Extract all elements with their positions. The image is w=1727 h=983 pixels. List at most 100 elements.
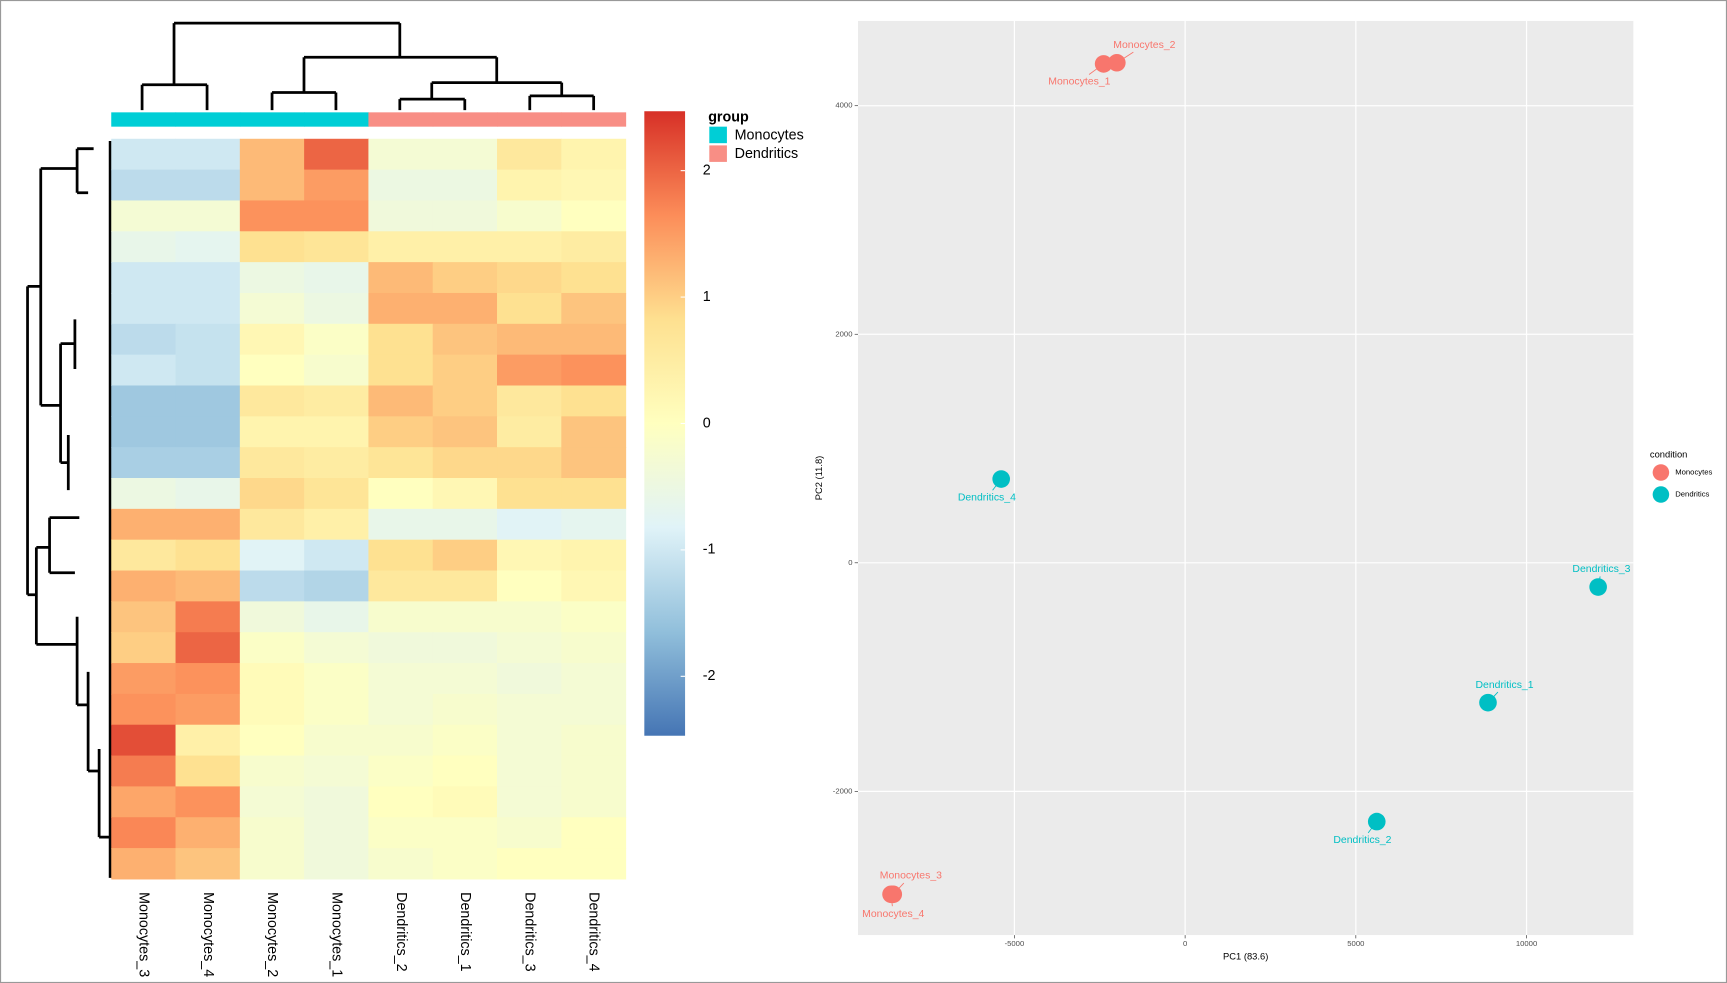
point-label: Monocytes_3 — [880, 870, 942, 881]
heatmap-cell — [561, 601, 627, 633]
heatmap-cell — [304, 138, 369, 171]
point-label: Dendritics_3 — [1572, 564, 1630, 575]
heatmap-cell — [561, 539, 627, 572]
heatmap-cell — [111, 447, 177, 479]
heatmap-cell — [497, 354, 562, 387]
heatmap-cell — [175, 817, 241, 849]
heatmap-cell — [304, 663, 369, 695]
group-legend-swatch — [709, 126, 727, 144]
group-annotation-cell — [497, 112, 562, 127]
heatmap-cell — [432, 570, 498, 602]
heatmap-cell — [432, 200, 498, 232]
heatmap-cell — [561, 354, 627, 387]
heatmap-cell — [368, 447, 434, 479]
point-label: Dendritics_4 — [958, 493, 1016, 504]
heatmap-cell — [304, 632, 369, 664]
column-label: Dendritics_4 — [586, 892, 602, 972]
heatmap-cell — [368, 262, 434, 294]
heatmap-cell — [432, 323, 498, 356]
heatmap-cell — [111, 848, 177, 880]
heatmap-cell — [304, 817, 369, 849]
point-label: Monocytes_4 — [862, 909, 924, 920]
heatmap-cell — [304, 570, 369, 602]
heatmap-cell — [368, 601, 434, 633]
heatmap-cell — [432, 447, 498, 479]
y-tick-label: -2000 — [833, 786, 853, 795]
heatmap-cell — [304, 447, 369, 479]
heatmap-cell — [175, 292, 241, 325]
legend-swatch — [1652, 464, 1670, 481]
heatmap-cell — [561, 200, 627, 232]
heatmap-cell — [239, 169, 305, 202]
heatmap-cell — [175, 755, 241, 787]
column-label: Monocytes_3 — [136, 892, 152, 977]
heatmap-cell — [239, 817, 305, 849]
heatmap-cell — [111, 200, 177, 232]
heatmap-cell — [368, 539, 434, 572]
heatmap-cell — [432, 663, 498, 695]
y-tick-label: 4000 — [835, 101, 852, 110]
plot-panel — [857, 20, 1634, 936]
x-tick-label: 5000 — [1347, 939, 1364, 948]
heatmap-cell — [175, 478, 241, 510]
colorbar-tick-label: 1 — [703, 289, 711, 305]
legend-label: Dendritics — [1675, 490, 1709, 499]
heatmap-cell — [432, 601, 498, 633]
heatmap-cell — [111, 416, 177, 448]
heatmap-cell — [175, 508, 241, 541]
heatmap-cell — [497, 478, 562, 510]
heatmap-cell — [368, 786, 434, 818]
heatmap-cell — [432, 508, 498, 541]
colorbar-tick-label: 2 — [703, 162, 711, 178]
heatmap-cell — [497, 416, 562, 448]
heatmap-cell — [497, 632, 562, 664]
heatmap-cell — [561, 632, 627, 664]
column-label: Dendritics_2 — [393, 892, 409, 972]
heatmap-cell — [111, 817, 177, 849]
heatmap-cell — [239, 447, 305, 479]
heatmap-cell — [368, 292, 434, 325]
label-connector — [1123, 51, 1134, 59]
label-connector — [1492, 691, 1499, 698]
group-annotation-cell — [239, 112, 305, 127]
heatmap-cell — [561, 169, 627, 202]
heatmap-cell — [561, 508, 627, 541]
heatmap-cell — [175, 601, 241, 633]
heatmap-cell — [111, 478, 177, 510]
heatmap-cell — [497, 663, 562, 695]
heatmap-cell — [561, 385, 627, 417]
heatmap-cell — [497, 817, 562, 849]
group-annotation-cell — [561, 112, 627, 127]
legend-label: Monocytes — [1675, 468, 1712, 477]
colorbar-tick-label: -2 — [703, 668, 716, 684]
heatmap-cell — [561, 848, 627, 880]
heatmap-cell — [239, 848, 305, 880]
heatmap-cell — [561, 231, 627, 263]
x-axis-label: PC1 (83.6) — [1223, 952, 1268, 962]
heatmap-cell — [304, 200, 369, 232]
heatmap-cell — [111, 292, 177, 325]
heatmap-cell — [497, 447, 562, 479]
heatmap-cell — [561, 786, 627, 818]
point — [1108, 53, 1126, 72]
heatmap-cell — [432, 539, 498, 572]
heatmap-cell — [304, 755, 369, 787]
heatmap-cell — [432, 848, 498, 880]
heatmap-cell — [432, 354, 498, 387]
heatmap-cell — [111, 601, 177, 633]
group-legend-title: group — [708, 110, 749, 126]
heatmap-cell — [561, 693, 627, 726]
heatmap-cell — [239, 724, 305, 757]
heatmap-cell — [497, 539, 562, 572]
heatmap-cell — [239, 262, 305, 294]
heatmap-cell — [239, 354, 305, 387]
heatmap-cell — [561, 292, 627, 325]
heatmap-cell — [561, 724, 627, 757]
heatmap-cell — [175, 416, 241, 448]
column-label: Monocytes_1 — [328, 892, 344, 977]
heatmap-cell — [304, 169, 369, 202]
heatmap-cell — [368, 755, 434, 787]
heatmap-cell — [111, 693, 177, 726]
heatmap-cell — [239, 755, 305, 787]
